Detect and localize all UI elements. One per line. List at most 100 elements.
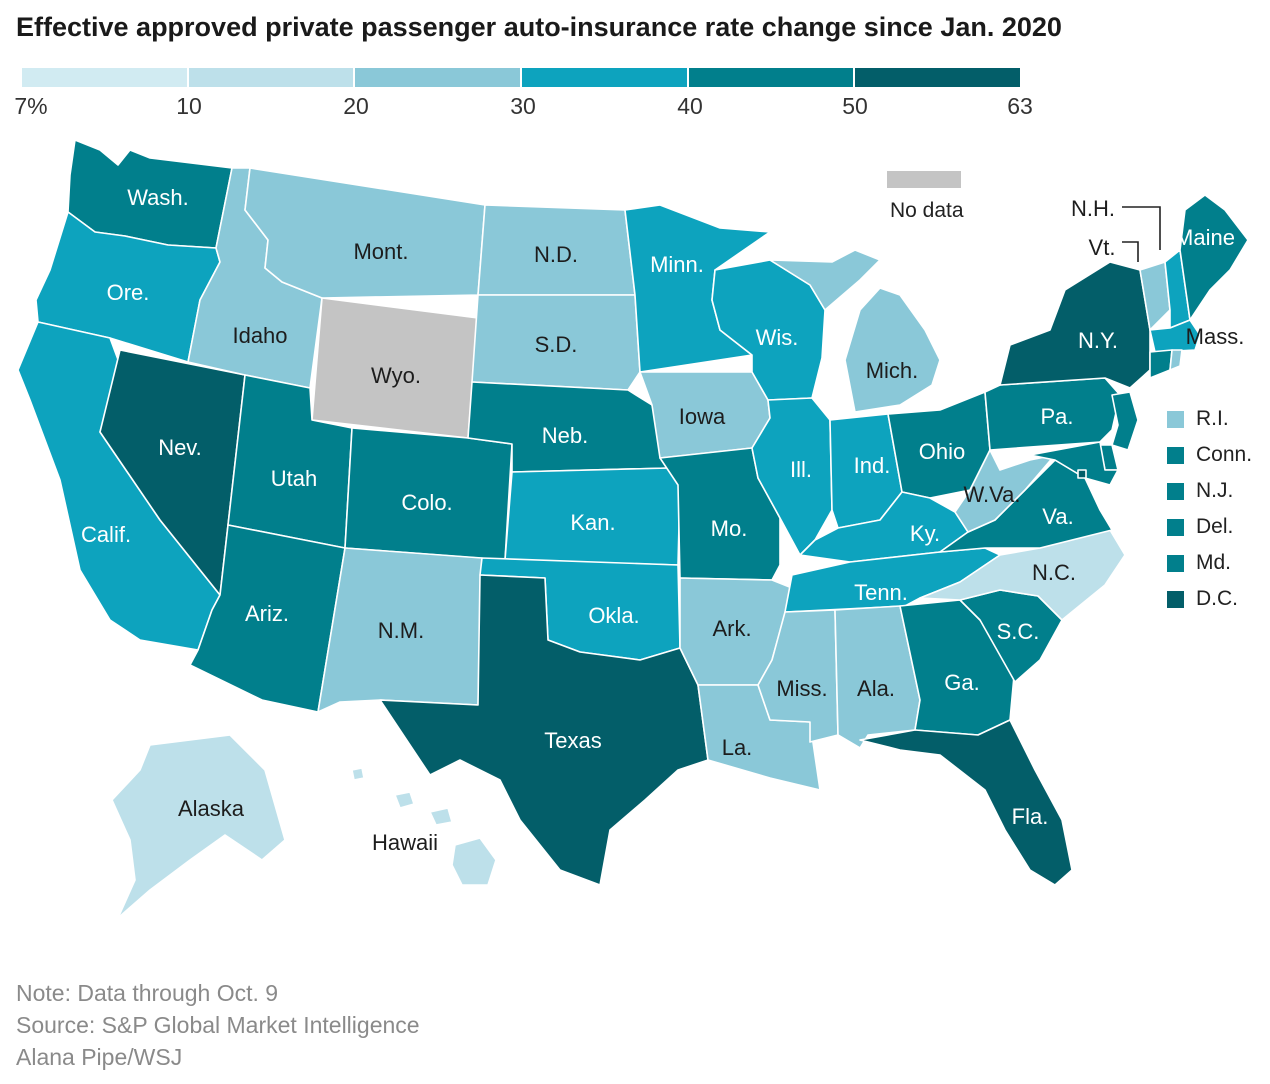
state-label: W.Va. [963, 482, 1020, 507]
state-nj[interactable] [1111, 391, 1139, 451]
legend-bin-2 [355, 68, 523, 87]
small-state-name: Conn. [1196, 443, 1253, 466]
state-label: Wash. [127, 185, 189, 210]
state-label: Okla. [588, 603, 639, 628]
small-state-name: D.C. [1196, 587, 1238, 610]
legend-tick-label: 30 [510, 93, 536, 119]
state-label: Utah [271, 466, 317, 491]
state-label: Ark. [712, 616, 751, 641]
small-state-swatch [1167, 518, 1184, 536]
state-label: Mont. [353, 239, 408, 264]
legend-color-scale [22, 68, 1021, 87]
legend-bin-3 [522, 68, 689, 87]
state-label: Tenn. [854, 580, 908, 605]
state-label: Ohio [919, 439, 965, 464]
state-mont[interactable] [244, 167, 486, 299]
state-label: Pa. [1040, 404, 1073, 429]
state-ri[interactable] [1169, 349, 1183, 371]
nh-leader-line [1122, 206, 1161, 250]
small-state-legend-item: D.C. [1167, 587, 1238, 610]
legend-bin-5 [855, 68, 1021, 87]
state-label: Colo. [401, 490, 452, 515]
small-state-name: Del. [1196, 515, 1234, 538]
state-label: Fla. [1012, 804, 1049, 829]
chart-title: Effective approved private passenger aut… [16, 12, 1062, 42]
state-label: Ga. [944, 670, 979, 695]
small-state-swatch [1167, 410, 1184, 428]
state-label: Ky. [910, 521, 940, 546]
state-texas[interactable] [379, 574, 709, 886]
legend-tick-label: 63 [1007, 93, 1033, 119]
state-mich[interactable] [769, 249, 941, 413]
small-state-name: N.J. [1196, 479, 1234, 502]
state-label: Mass. [1186, 324, 1245, 349]
small-state-legend-item: Del. [1167, 515, 1234, 538]
state-colo[interactable] [344, 427, 513, 561]
state-label: Hawaii [372, 830, 438, 855]
state-label: Ill. [790, 457, 812, 482]
state-label: Nev. [158, 435, 202, 460]
small-state-legend-item: Conn. [1167, 443, 1253, 466]
legend-bin-4 [688, 68, 856, 87]
credit-text: Alana Pipe/WSJ [16, 1044, 183, 1070]
state-label: Ind. [854, 453, 891, 478]
state-label: N.H. [1071, 196, 1115, 221]
no-data-swatch [887, 171, 961, 188]
state-label: Wis. [756, 325, 799, 350]
legend-bin-1 [188, 68, 356, 87]
state-label: Neb. [542, 423, 588, 448]
state-label: Ore. [107, 280, 150, 305]
state-label: Mich. [866, 358, 919, 383]
state-nc[interactable] [919, 529, 1126, 621]
small-state-legend-item: Md. [1167, 551, 1232, 574]
state-md[interactable] [1029, 441, 1119, 486]
state-sd[interactable] [471, 294, 641, 391]
state-label: N.C. [1032, 560, 1076, 585]
state-label: S.D. [535, 332, 578, 357]
state-ny[interactable] [999, 261, 1151, 389]
no-data-label: No data [890, 199, 964, 222]
small-state-swatch [1167, 554, 1184, 572]
source-text: Source: S&P Global Market Intelligence [16, 1012, 420, 1038]
small-state-name: R.I. [1196, 407, 1229, 430]
small-state-swatch [1167, 482, 1184, 500]
state-label: Minn. [650, 252, 704, 277]
small-state-legend-item: R.I. [1167, 407, 1229, 430]
state-label: S.C. [997, 619, 1040, 644]
state-dc[interactable] [1077, 469, 1087, 479]
note-text: Note: Data through Oct. 9 [16, 980, 279, 1006]
state-label: Idaho [232, 323, 287, 348]
vt-leader-line [1122, 241, 1139, 262]
state-hawaii[interactable] [351, 767, 497, 886]
state-fla[interactable] [859, 719, 1073, 886]
legend-tick-label: 7% [14, 93, 48, 119]
state-conn[interactable] [1149, 349, 1173, 379]
state-label: Texas [544, 728, 601, 753]
state-label: Iowa [679, 404, 726, 429]
state-maine[interactable] [1179, 194, 1249, 321]
state-alaska[interactable] [111, 734, 286, 919]
state-label: Wyo. [371, 363, 421, 388]
state-label: Ala. [857, 676, 895, 701]
small-state-name: Md. [1196, 551, 1232, 574]
state-label: Vt. [1089, 235, 1116, 260]
state-label: La. [722, 735, 753, 760]
state-label: N.D. [534, 242, 578, 267]
state-label: Calif. [81, 522, 131, 547]
small-state-swatch [1167, 590, 1184, 608]
small-state-swatch [1167, 446, 1184, 464]
state-label: Miss. [776, 676, 827, 701]
state-label: Mo. [711, 516, 748, 541]
state-label: Alaska [178, 796, 245, 821]
legend-tick-label: 10 [176, 93, 202, 119]
legend-tick-label: 20 [343, 93, 369, 119]
state-label: N.Y. [1078, 328, 1118, 353]
state-label: Kan. [570, 510, 615, 535]
legend-tick-label: 50 [842, 93, 868, 119]
legend-tick-label: 40 [677, 93, 703, 119]
state-label: N.M. [378, 618, 424, 643]
state-label: Va. [1042, 504, 1073, 529]
small-state-legend-item: N.J. [1167, 479, 1234, 502]
small-state-leader-lines [1122, 206, 1161, 262]
